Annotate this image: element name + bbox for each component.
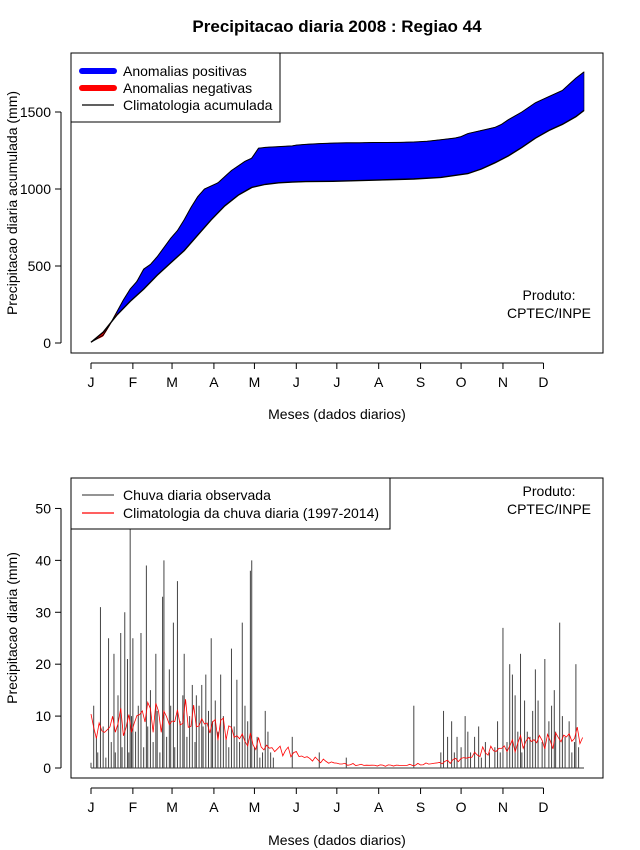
x-tick-label: A	[374, 799, 384, 815]
y-tick-label: 1500	[20, 104, 51, 120]
annotation-line-2: CPTEC/INPE	[507, 305, 591, 321]
x-tick-label: F	[129, 799, 138, 815]
chart1-xlabel: Meses (dados diarios)	[268, 406, 406, 422]
line-group	[90, 699, 584, 767]
x-tick-label: M	[166, 374, 178, 390]
x-tick-label: S	[416, 374, 425, 390]
y-tick-label: 10	[35, 708, 51, 724]
x-tick-label: D	[538, 799, 548, 815]
legend-label-climatology: Climatologia acumulada	[123, 97, 273, 113]
x-tick-label: O	[456, 799, 467, 815]
y-axis: 0 10 20 30 40 50	[35, 500, 62, 776]
legend-label-positive: Anomalias positivas	[123, 63, 247, 79]
x-tick-label: S	[416, 799, 425, 815]
annotation-line-1: Produto:	[523, 483, 576, 499]
y-tick-label: 40	[35, 552, 51, 568]
x-tick-label: A	[209, 799, 219, 815]
climatology-daily-line	[90, 699, 584, 767]
x-tick-label: J	[333, 799, 340, 815]
y-tick-label: 1000	[20, 181, 51, 197]
x-tick-label: A	[209, 374, 219, 390]
x-tick-label: J	[293, 799, 300, 815]
x-tick-label: A	[374, 374, 384, 390]
cumulative-chart: Precipitacao diaria 2008 : Regiao 44 0 50…	[4, 17, 604, 422]
y-tick-label: 50	[35, 500, 51, 516]
legend-label-negative: Anomalias negativas	[123, 80, 252, 96]
y-tick-label: 0	[43, 335, 51, 351]
x-tick-label: F	[129, 374, 138, 390]
climatology-cumulative-line	[90, 109, 585, 343]
y-tick-label: 0	[43, 760, 51, 776]
y-tick-label: 20	[35, 656, 51, 672]
legend: Anomalias positivas Anomalias negativas …	[70, 52, 281, 123]
chart1-ylabel: Precipitacao diaria acumulada (mm)	[4, 91, 20, 315]
line-group	[90, 71, 585, 343]
bar-group	[90, 529, 584, 769]
x-tick-label: J	[293, 374, 300, 390]
x-tick-label: N	[498, 799, 508, 815]
chart2-xlabel: Meses (dados diarios)	[268, 832, 406, 848]
y-tick-label: 500	[28, 258, 52, 274]
y-axis: 0 500 1000 1500	[20, 104, 62, 351]
x-tick-label: N	[498, 374, 508, 390]
observed-cumulative-line	[90, 71, 585, 343]
legend-label-observed: Chuva diaria observada	[123, 487, 271, 503]
legend: Chuva diaria observada Climatologia da c…	[70, 477, 391, 530]
chart2-ylabel: Precipitacao diaria (mm)	[4, 552, 20, 704]
x-tick-label: J	[88, 374, 95, 390]
daily-rain-chart: 0 10 20 30 40 50 J F M A M J J A S O N D Meses (dados di…	[4, 477, 604, 848]
annotation-line-1: Produto:	[523, 287, 576, 303]
x-tick-label: D	[538, 374, 548, 390]
x-tick-label: M	[249, 799, 261, 815]
x-tick-label: M	[166, 799, 178, 815]
x-tick-label: M	[249, 374, 261, 390]
x-tick-label: J	[88, 799, 95, 815]
annotation-line-2: CPTEC/INPE	[507, 501, 591, 517]
plot-frame	[70, 52, 604, 354]
x-tick-label: J	[333, 374, 340, 390]
legend-box	[70, 477, 391, 530]
y-tick-label: 30	[35, 604, 51, 620]
chart1-title: Precipitacao diaria 2008 : Regiao 44	[192, 17, 482, 36]
x-tick-label: O	[456, 374, 467, 390]
legend-label-climatology: Climatologia da chuva diaria (1997-2014)	[123, 505, 379, 521]
